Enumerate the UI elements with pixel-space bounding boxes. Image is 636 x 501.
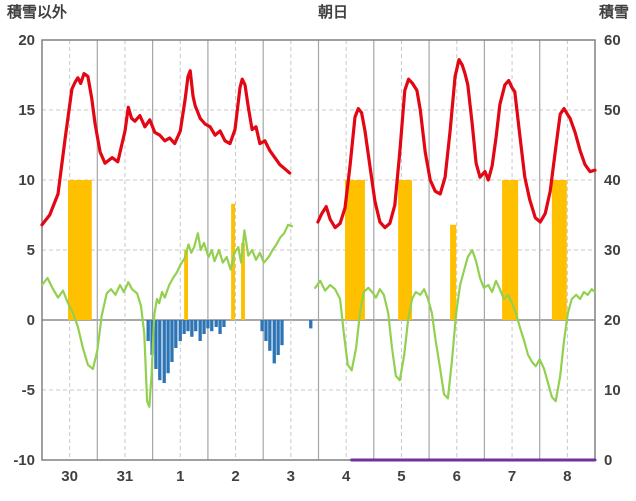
left-axis-tick: 15: [18, 102, 35, 119]
blue-bars: [218, 320, 222, 334]
x-axis-tick: 8: [563, 468, 571, 485]
left-axis-tick: -5: [22, 382, 35, 399]
blue-bars: [309, 320, 313, 329]
right-axis-tick: 50: [604, 102, 621, 119]
right-axis-tick: 0: [604, 452, 612, 469]
sunshine-bars: [450, 224, 457, 320]
x-axis-tick: 7: [508, 468, 516, 485]
blue-bars: [222, 320, 226, 327]
blue-bars: [210, 320, 214, 332]
right-axis-tick: 30: [604, 242, 621, 259]
right-axis-tick: 10: [604, 382, 621, 399]
blue-bars: [178, 320, 182, 341]
blue-bars: [280, 320, 284, 346]
blue-bars: [206, 320, 210, 329]
blue-bars: [186, 320, 190, 332]
right-axis-title: 積雪: [598, 4, 629, 21]
left-axis-title: 積雪以外: [7, 4, 68, 21]
x-axis-tick: 1: [176, 468, 184, 485]
left-axis-tick: -10: [13, 452, 35, 469]
blue-bars: [202, 320, 206, 334]
blue-bars: [214, 320, 218, 327]
blue-bars: [162, 320, 166, 383]
chart-header: 積雪以外 朝日 積雪: [0, 4, 636, 22]
blue-bars: [276, 320, 280, 355]
blue-bars: [264, 320, 268, 341]
sunshine-bars: [398, 180, 412, 320]
blue-bars: [272, 320, 276, 364]
blue-bars: [182, 320, 186, 334]
blue-bars: [268, 320, 272, 351]
sunshine-bars: [502, 180, 519, 320]
x-axis-tick: 31: [117, 468, 134, 485]
chart-title: 朝日: [317, 4, 348, 21]
blue-bars: [154, 320, 158, 369]
right-axis-tick: 40: [604, 172, 621, 189]
temperature-line: [316, 57, 597, 230]
blue-bars: [166, 320, 170, 374]
blue-bars: [170, 320, 174, 362]
blue-bars: [198, 320, 202, 341]
x-axis-tick: 6: [453, 468, 461, 485]
temperature-line: [40, 69, 292, 227]
sunshine-bars: [67, 180, 92, 320]
sunshine-bars: [241, 243, 245, 320]
plot-border: [41, 39, 596, 461]
x-axis-tick: 2: [231, 468, 239, 485]
sunshine-bars: [345, 180, 365, 320]
x-axis-tick: 4: [342, 468, 351, 485]
blue-bars: [146, 320, 150, 341]
left-axis-tick: 5: [27, 242, 35, 259]
left-axis-tick: 0: [27, 312, 35, 329]
left-axis-tick: 20: [18, 32, 35, 49]
x-axis-tick: 30: [61, 468, 78, 485]
blue-bars: [174, 320, 178, 348]
blue-bars: [194, 320, 198, 332]
blue-bars: [190, 320, 194, 337]
blue-bars: [158, 320, 162, 381]
blue-bars: [150, 320, 154, 355]
right-axis-tick: 20: [604, 312, 621, 329]
sunshine-bars: [551, 180, 567, 320]
x-axis-tick: 5: [397, 468, 405, 485]
right-axis-tick: 60: [604, 32, 621, 49]
left-axis-tick: 10: [18, 172, 35, 189]
x-axis-tick: 3: [287, 468, 295, 485]
green-line: [314, 248, 597, 403]
green-line: [40, 223, 294, 408]
blue-bars: [260, 320, 264, 332]
sunshine-bars: [184, 250, 188, 320]
